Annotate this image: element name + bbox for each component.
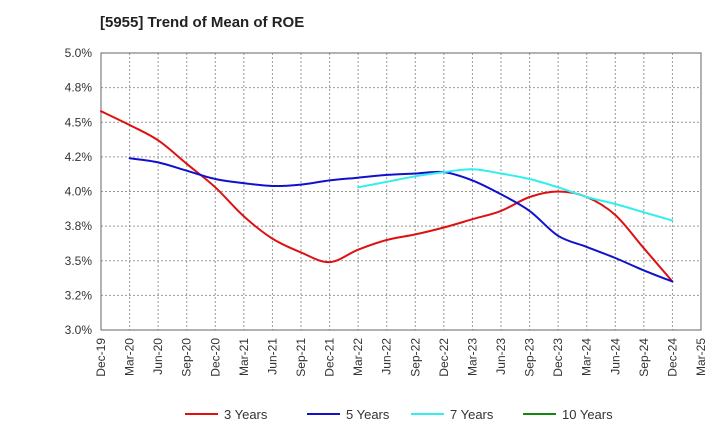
x-tick-label: Mar-23 bbox=[465, 338, 479, 376]
x-tick-label: Sep-24 bbox=[637, 338, 651, 377]
y-tick-label: 3.5% bbox=[65, 254, 93, 268]
legend-label: 5 Years bbox=[346, 407, 390, 422]
axis-layer: 3.0% 3.2% 3.5% 3.8% 4.0% 4.2% 4.5% 4.8% 5.0% Dec-… bbox=[65, 46, 708, 377]
y-tick-label: 3.2% bbox=[65, 288, 93, 302]
x-tick-label: Mar-24 bbox=[580, 338, 594, 376]
legend: 3 Years 5 Years 7 Years 10 Years bbox=[185, 407, 613, 422]
y-tick-label: 5.0% bbox=[65, 46, 93, 60]
x-tick-label: Jun-21 bbox=[265, 338, 279, 375]
x-tick-label: Dec-19 bbox=[94, 338, 108, 377]
legend-label: 10 Years bbox=[562, 407, 613, 422]
x-tick-label: Dec-23 bbox=[551, 338, 565, 377]
x-tick-label: Mar-20 bbox=[123, 338, 137, 376]
x-tick-label: Sep-21 bbox=[294, 338, 308, 377]
x-tick-label: Mar-21 bbox=[237, 338, 251, 376]
x-tick-label: Mar-22 bbox=[351, 338, 365, 376]
y-tick-label: 4.8% bbox=[65, 81, 93, 95]
x-tick-label: Sep-23 bbox=[523, 338, 537, 377]
series-line-1 bbox=[128, 157, 674, 283]
x-tick-label: Mar-25 bbox=[694, 338, 708, 376]
x-tick-label: Dec-21 bbox=[323, 338, 337, 377]
x-tick-label: Dec-22 bbox=[437, 338, 451, 377]
x-tick-label: Jun-22 bbox=[380, 338, 394, 375]
x-tick-label: Jun-24 bbox=[608, 338, 622, 375]
x-tick-label: Sep-22 bbox=[408, 338, 422, 377]
legend-label: 7 Years bbox=[450, 407, 494, 422]
series-line-2 bbox=[357, 168, 674, 222]
y-tick-label: 3.8% bbox=[65, 219, 93, 233]
y-tick-label: 4.5% bbox=[65, 115, 93, 129]
legend-label: 3 Years bbox=[224, 407, 268, 422]
x-tick-label: Dec-20 bbox=[208, 338, 222, 377]
series-layer bbox=[100, 110, 674, 283]
y-tick-label: 3.0% bbox=[65, 323, 93, 337]
y-tick-label: 4.0% bbox=[65, 185, 93, 199]
x-tick-label: Dec-24 bbox=[665, 338, 679, 377]
x-tick-label: Sep-20 bbox=[180, 338, 194, 377]
plot-frame bbox=[100, 52, 702, 331]
x-tick-label: Jun-23 bbox=[494, 338, 508, 375]
grid-layer bbox=[101, 53, 701, 330]
chart-title: [5955] Trend of Mean of ROE bbox=[100, 14, 305, 31]
y-tick-label: 4.2% bbox=[65, 150, 93, 164]
x-tick-label: Jun-20 bbox=[151, 338, 165, 375]
